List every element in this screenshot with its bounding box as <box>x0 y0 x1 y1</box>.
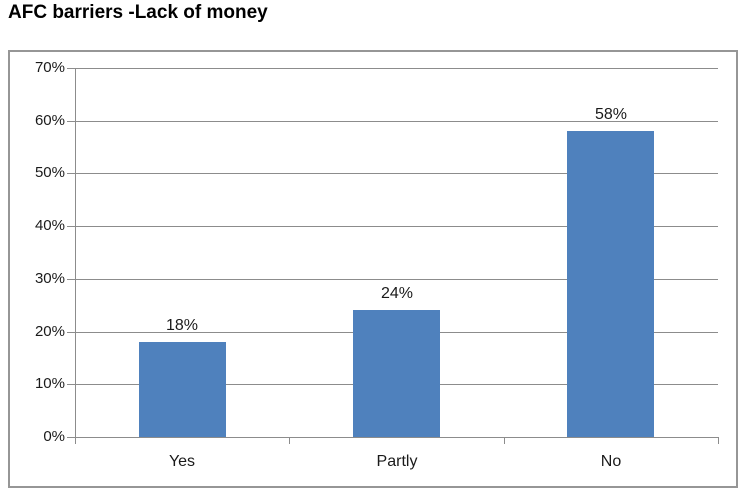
y-axis-tick-10% <box>67 384 75 385</box>
y-axis-tick-0% <box>67 437 75 438</box>
x-axis-tick-0 <box>75 438 76 444</box>
x-axis-label-partly: Partly <box>376 453 418 470</box>
y-axis-tick-60% <box>67 121 75 122</box>
gridline-40% <box>75 226 718 227</box>
x-axis-label-yes: Yes <box>168 453 196 470</box>
bar-no <box>567 131 654 437</box>
y-axis-label-0%: 0% <box>43 428 65 445</box>
bar-value-label-yes: 18% <box>165 317 199 334</box>
y-axis-tick-30% <box>67 279 75 280</box>
y-axis-tick-20% <box>67 332 75 333</box>
bar-partly <box>353 310 440 437</box>
y-axis-label-30%: 30% <box>34 270 65 287</box>
y-axis-tick-40% <box>67 226 75 227</box>
gridline-30% <box>75 279 718 280</box>
x-axis-line <box>75 437 719 438</box>
gridline-50% <box>75 173 718 174</box>
x-axis-tick-2 <box>504 438 505 444</box>
gridline-60% <box>75 121 718 122</box>
y-axis-label-60%: 60% <box>34 112 65 129</box>
y-axis-line <box>75 68 76 438</box>
x-axis-label-no: No <box>600 453 622 470</box>
y-axis-label-20%: 20% <box>34 323 65 340</box>
chart-title: AFC barriers -Lack of money <box>8 2 268 23</box>
gridline-70% <box>75 68 718 69</box>
y-axis-label-50%: 50% <box>34 164 65 181</box>
y-axis-tick-70% <box>67 68 75 69</box>
x-axis-tick-3 <box>718 438 719 444</box>
y-axis-tick-50% <box>67 173 75 174</box>
x-axis-tick-1 <box>289 438 290 444</box>
y-axis-label-40%: 40% <box>34 217 65 234</box>
bar-yes <box>139 342 226 437</box>
bar-value-label-no: 58% <box>594 106 628 123</box>
bar-value-label-partly: 24% <box>380 285 414 302</box>
y-axis-label-10%: 10% <box>34 375 65 392</box>
y-axis-label-70%: 70% <box>34 59 65 76</box>
